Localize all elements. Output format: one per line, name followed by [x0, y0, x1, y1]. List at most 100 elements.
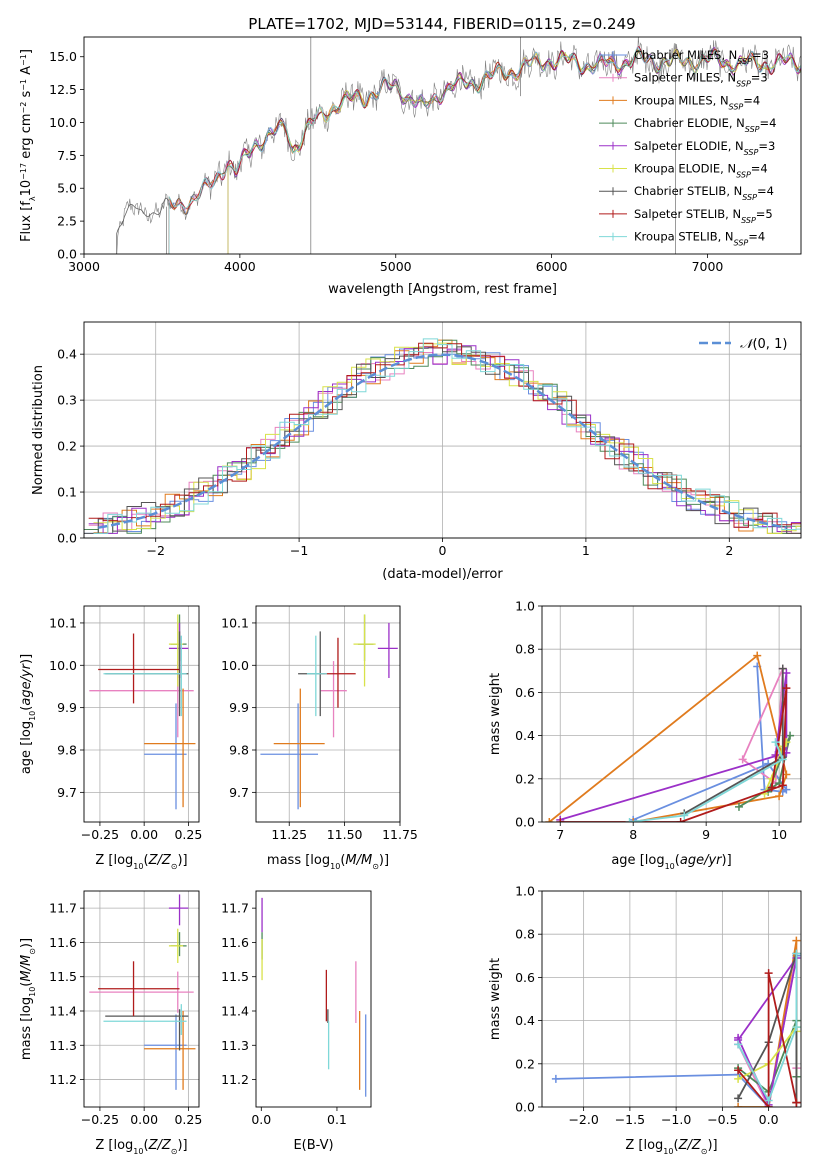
panel-age_vs_mass: 11.25 11.50 11.75 9.7 9.8 9.9 10.0 10.1 mass [lo… — [221, 605, 418, 871]
errorbar-point — [320, 637, 356, 708]
weight-marker — [556, 818, 565, 822]
weight-marker — [778, 755, 787, 764]
histogram-series — [84, 346, 801, 534]
x-tick-label: −1 — [290, 543, 308, 558]
y-axis-label: Normed distribution — [31, 365, 46, 495]
axes-border — [83, 605, 200, 823]
weight-marker — [764, 969, 773, 978]
weight-marker — [734, 1040, 743, 1049]
panel-mass_weight_vs_Z: −2.0 −1.5 −1.0 −0.5 0.0 0.0 0.2 0.4 0.6 0.8 1.0 mas… — [488, 884, 802, 1156]
y-tick-label: 0.2 — [515, 1056, 535, 1071]
errorbar-point — [306, 635, 327, 717]
y-tick-label: 9.8 — [57, 743, 77, 758]
errorbar-point — [320, 661, 347, 738]
weight-marker — [676, 818, 685, 822]
y-tick-label: 7.5 — [57, 148, 77, 163]
y-tick-label: 9.7 — [229, 785, 249, 800]
x-tick-label: 0.25 — [174, 1112, 202, 1127]
legend-label: Chabrier STELIB, NSSP=4 — [634, 184, 774, 202]
axes-border — [255, 890, 372, 1108]
y-tick-label: 11.3 — [221, 1038, 249, 1053]
model-series-line — [116, 48, 801, 254]
weight-series-line — [737, 1024, 798, 1080]
weight-marker — [551, 1074, 560, 1083]
weight-marker — [734, 1074, 743, 1083]
y-tick-label: 10.1 — [49, 615, 77, 630]
legend-label: Kroupa ELODIE, NSSP=4 — [634, 162, 768, 180]
errorbar-point — [98, 633, 180, 704]
y-tick-label: 15.0 — [49, 49, 77, 64]
model-series-line — [168, 47, 801, 254]
x-tick-label: 11.75 — [382, 827, 418, 842]
errorbar-point — [170, 932, 187, 957]
x-tick-label: −2.0 — [568, 1112, 598, 1127]
plot-area — [545, 651, 795, 822]
weight-marker — [782, 785, 791, 794]
gridlines — [84, 606, 199, 822]
y-tick-label: 5.0 — [57, 181, 77, 196]
y-tick-label: 9.7 — [57, 785, 77, 800]
y-tick-label: 11.4 — [49, 1004, 77, 1019]
y-tick-label: 1.0 — [515, 599, 535, 614]
y-tick-label: 0.4 — [57, 347, 77, 362]
legend-label: Chabrier ELODIE, NSSP=4 — [634, 116, 776, 134]
axes-border — [83, 321, 802, 539]
y-tick-label: 11.7 — [221, 901, 249, 916]
weight-series-line — [560, 687, 788, 822]
normal-curve — [98, 353, 787, 529]
x-tick-label: −0.25 — [81, 827, 119, 842]
x-axis-label: E(B-V) — [293, 1138, 333, 1153]
y-tick-label: 0.1 — [57, 485, 77, 500]
y-tick-label: 0.0 — [515, 1100, 535, 1115]
histogram-series — [93, 338, 801, 534]
y-tick-label: 10.0 — [49, 115, 77, 130]
y-tick-label: 9.8 — [229, 743, 249, 758]
x-tick-label: 0.1 — [327, 1112, 347, 1127]
x-axis-label: Z [log10(Z/Z⊙)] — [95, 1138, 187, 1156]
weight-marker — [734, 1094, 743, 1103]
axes-border — [541, 605, 802, 823]
y-tick-label: 1.0 — [515, 884, 535, 899]
y-tick-label: 11.7 — [49, 901, 77, 916]
errorbar-point — [377, 622, 398, 678]
weight-marker — [753, 651, 762, 660]
legend-label: Kroupa STELIB, NSSP=4 — [634, 230, 765, 248]
weight-marker — [792, 1098, 801, 1107]
gridlines — [256, 606, 401, 822]
x-tick-label: 0.0 — [251, 1112, 271, 1127]
axes-frame: 3000 4000 5000 6000 7000 0.0 2.5 5.0 7.5 10.0 12.5… — [49, 36, 802, 274]
panel-mass_weight_vs_age: 7 8 9 10 0.0 0.2 0.4 0.6 0.8 1.0 mass weight age [l… — [488, 599, 802, 871]
y-tick-label: 11.6 — [49, 935, 77, 950]
errorbar-point — [144, 688, 196, 808]
axes-frame: −0.25 0.00 0.25 11.2 11.3 11.4 11.5 11.6 11.7 — [49, 890, 202, 1127]
axes-frame: 7 8 9 10 0.0 0.2 0.4 0.6 0.8 1.0 — [515, 599, 802, 842]
legend-label: Salpeter STELIB, NSSP=5 — [634, 207, 773, 225]
plot-area — [261, 897, 367, 1097]
x-tick-label: 11.50 — [327, 827, 363, 842]
plot-area — [260, 614, 398, 810]
errorbar-point — [103, 635, 187, 717]
legend-label: Salpeter ELODIE, NSSP=3 — [634, 139, 775, 157]
weight-marker — [625, 818, 634, 822]
plot-area — [84, 338, 801, 534]
y-tick-label: 2.5 — [57, 214, 77, 229]
axes-border — [83, 36, 802, 255]
x-axis-label: Z [log10(Z/Z⊙)] — [625, 1138, 717, 1156]
x-tick-label: 0.00 — [130, 827, 158, 842]
plot-area — [116, 37, 801, 254]
x-tick-label: 0 — [439, 543, 447, 558]
y-tick-label: 11.5 — [221, 969, 249, 984]
weight-marker — [792, 949, 801, 958]
x-axis-label: (data-model)/error — [382, 567, 503, 582]
legend: 𝒩(0, 1) — [699, 337, 787, 352]
axes-frame: 0.0 0.1 11.2 11.3 11.4 11.5 11.6 11.7 — [221, 890, 372, 1127]
y-tick-label: 11.4 — [221, 1004, 249, 1019]
errorbar-point — [144, 1014, 187, 1090]
errorbar-point — [170, 614, 187, 662]
errorbar-point — [273, 688, 325, 808]
weight-marker — [545, 818, 554, 822]
x-tick-label: −2 — [146, 543, 164, 558]
y-tick-label: 0.0 — [57, 247, 77, 262]
x-axis-label: wavelength [Angstrom, rest frame] — [328, 282, 557, 297]
